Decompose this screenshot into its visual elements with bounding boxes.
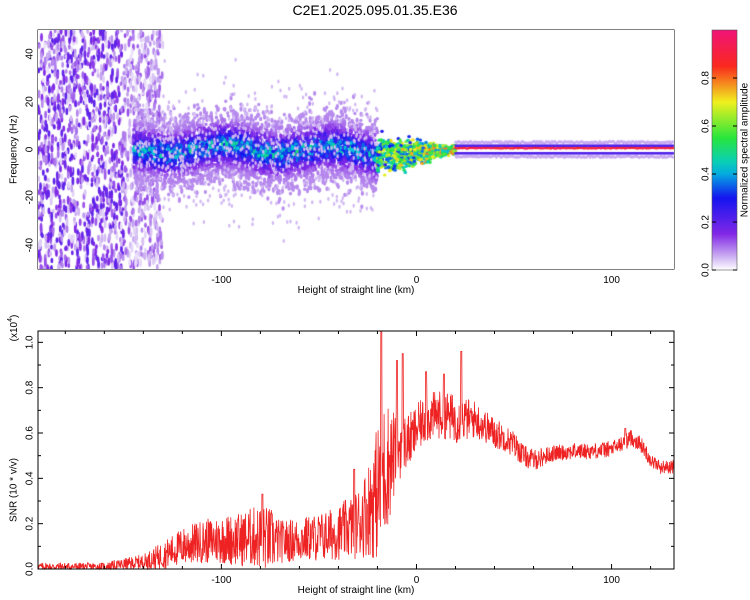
y-multiplier-exponent: 4 [7,318,14,322]
y-axis-label: Frequency (Hz) [9,115,20,184]
y-multiplier-base: (x10 [9,321,20,341]
y-multiplier-close: ) [9,315,20,318]
y-multiplier-label: (x104) [7,315,19,342]
x-axis-label: Height of straight line (km) [298,585,415,596]
spectrogram-canvas [38,30,674,269]
x-tick-label: -100 [211,275,231,286]
x-axis-label: Height of straight line (km) [298,285,415,296]
spectrogram-heatmap [38,30,674,269]
y-tick-label: 0.4 [25,471,36,485]
y-axis-label: SNR (10 * v/v) [9,458,20,522]
y-tick-label: 0 [25,146,36,152]
x-tick-label: 100 [603,275,620,286]
y-tick-label: 0.8 [25,380,36,394]
y-tick-label: -20 [25,190,36,205]
y-tick-label: -40 [25,237,36,252]
y-tick-label: 0.6 [25,426,36,440]
x-tick-label: -100 [211,575,231,586]
snr-frame [37,330,675,570]
y-tick-label: 40 [25,48,36,60]
chart-title: C2E1.2025.095.01.35.E36 [292,2,458,18]
y-tick-label: 1.0 [25,335,36,349]
y-tick-label: 20 [25,96,36,108]
x-tick-label: 0 [414,575,420,586]
x-tick-label: 100 [603,575,620,586]
snr-series-line [37,330,675,571]
y-tick-label: 0.0 [25,562,36,576]
snr-chart: -100 0 100 0.0 0.2 0.4 0.6 0.8 1.0 Height of stra… [7,315,675,596]
y-tick-label: 0.2 [25,516,36,530]
x-tick-label: 0 [414,275,420,286]
